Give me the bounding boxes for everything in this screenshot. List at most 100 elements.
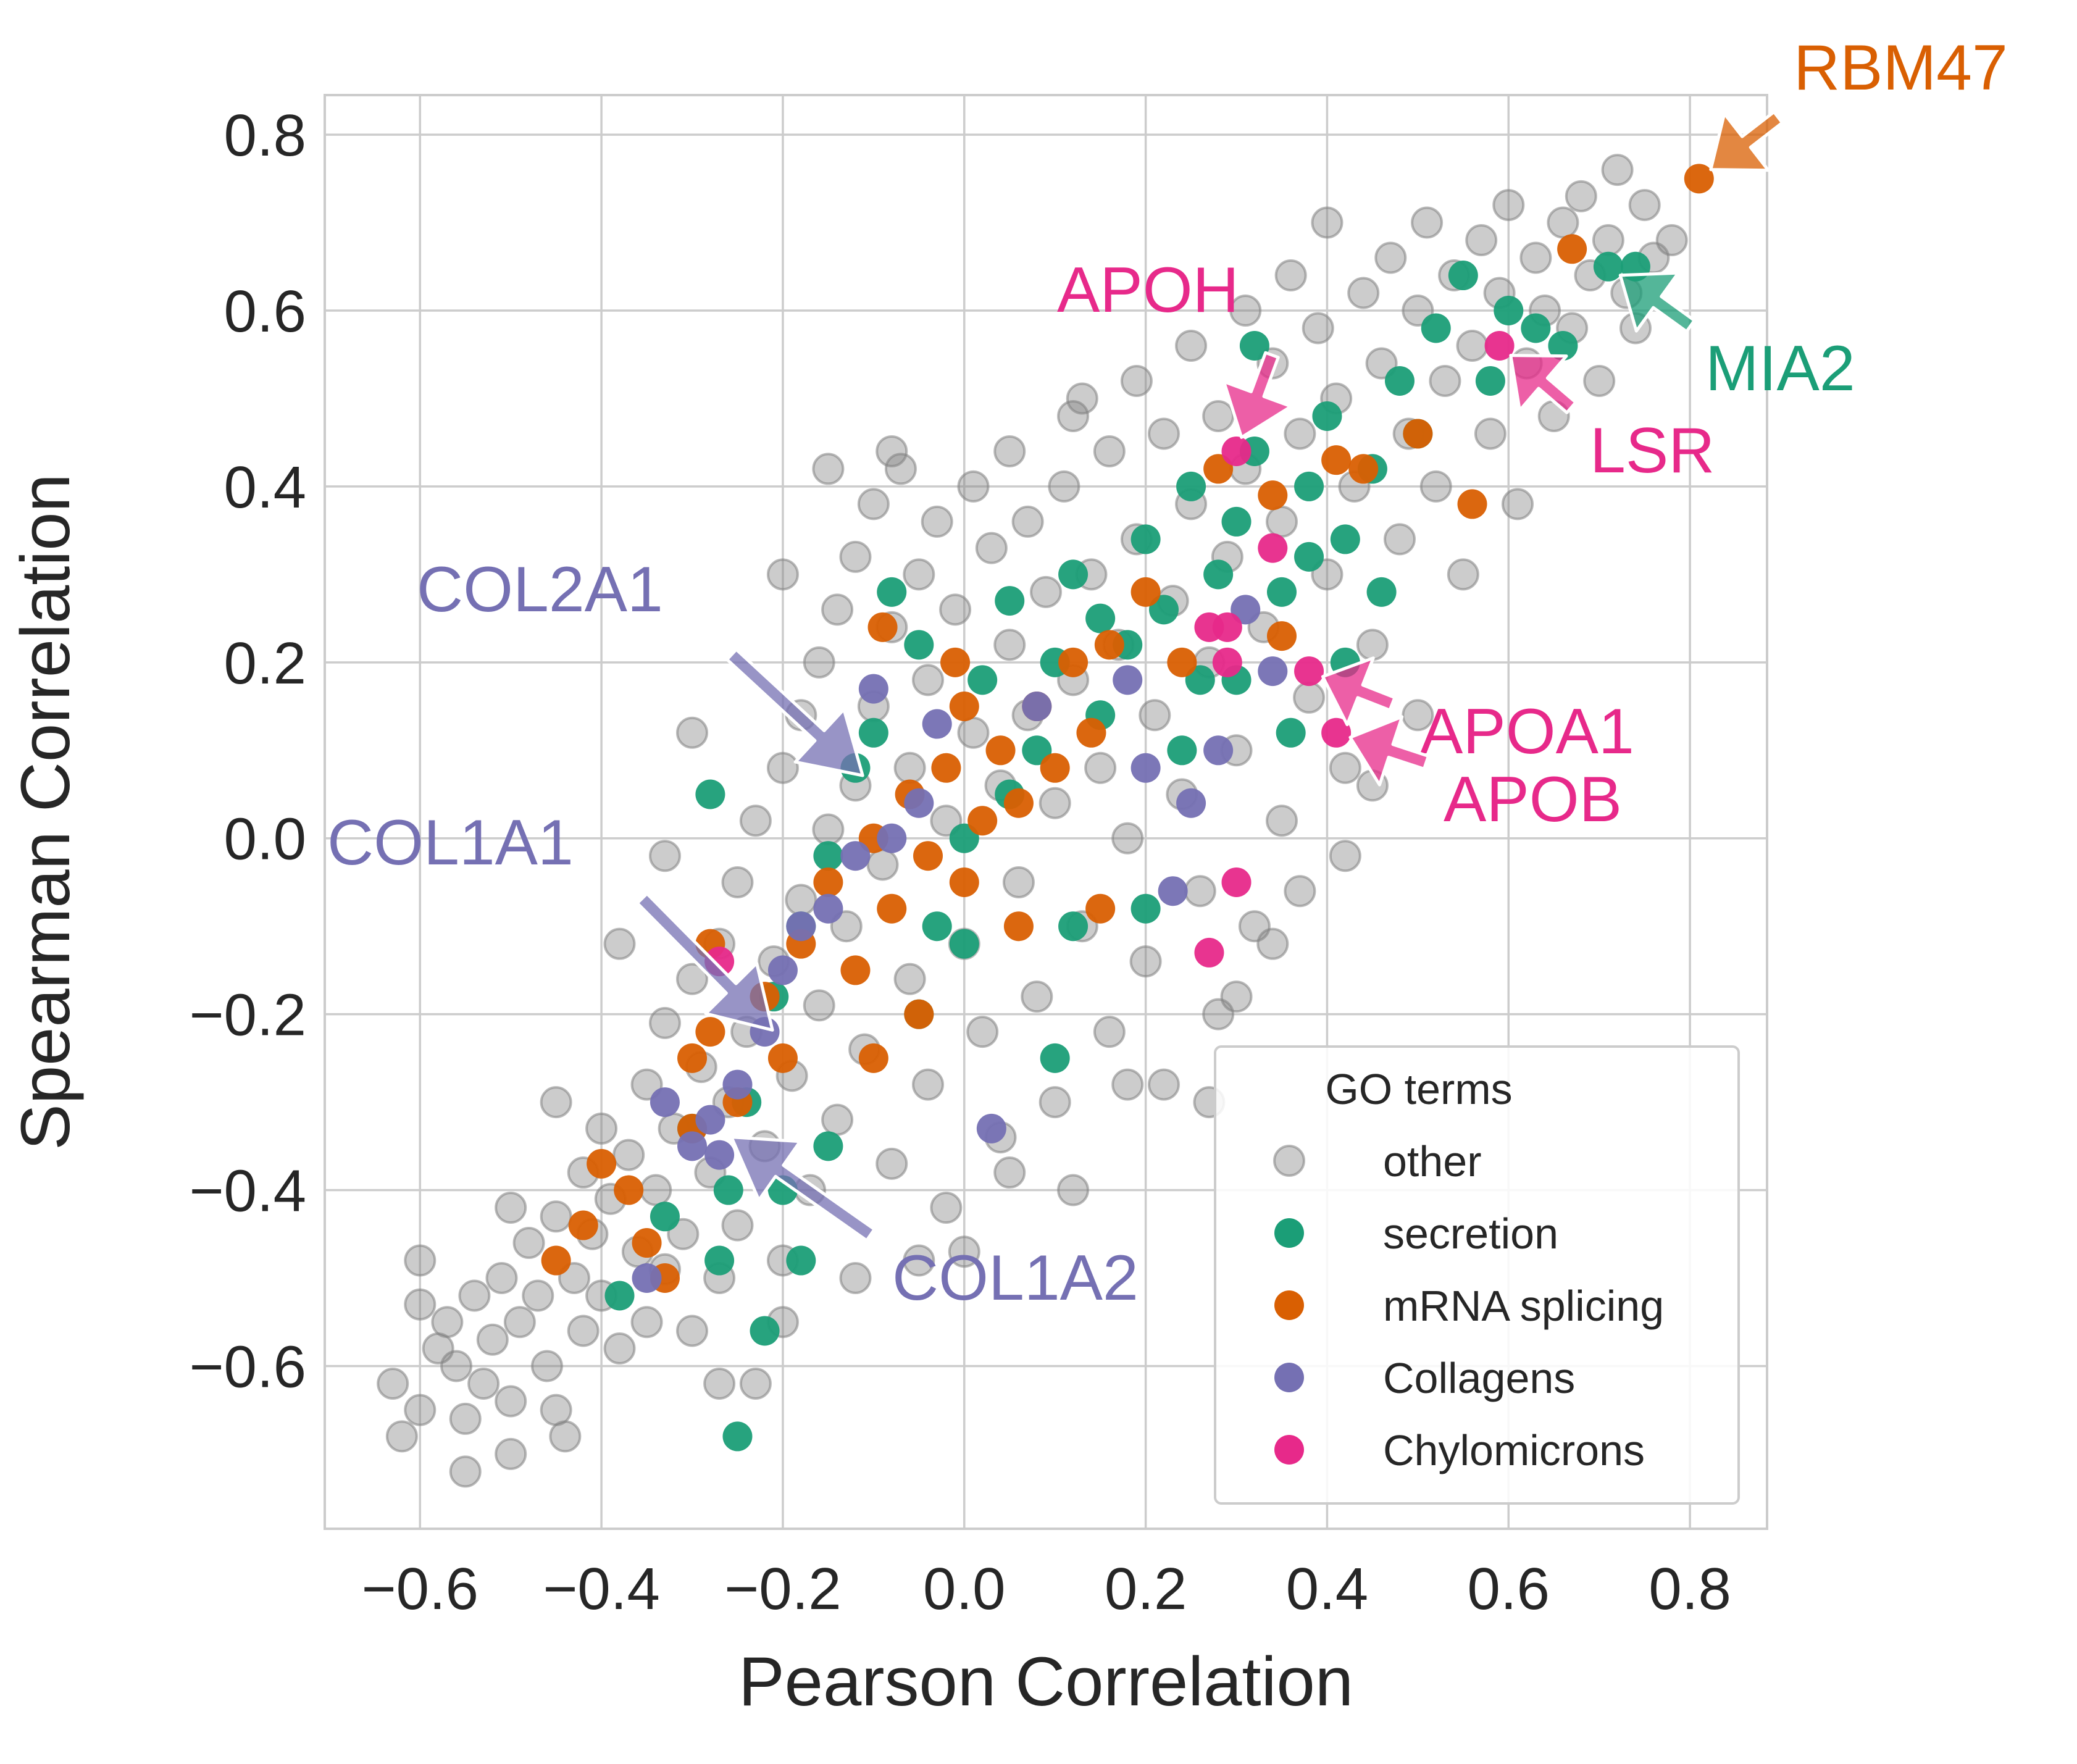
other-point bbox=[603, 927, 636, 960]
apoa1-arrow bbox=[1321, 656, 1397, 727]
legend-marker-chylomicrons bbox=[1274, 1435, 1304, 1465]
mrna-splicing-point bbox=[1003, 788, 1034, 818]
secretion-point bbox=[813, 1131, 843, 1161]
secretion-point bbox=[1085, 603, 1116, 633]
lsr-arrow bbox=[1509, 354, 1578, 414]
other-point bbox=[1139, 699, 1171, 732]
mrna-splicing-point bbox=[568, 1210, 598, 1240]
collagens-point bbox=[813, 893, 843, 924]
legend-entry-mrna-splicing: mRNA splicing bbox=[1274, 1282, 1664, 1330]
legend-entry-chylomicrons: Chylomicrons bbox=[1274, 1426, 1645, 1474]
y-tick-label: −0.4 bbox=[189, 1158, 306, 1224]
mrna-splicing-point bbox=[1076, 717, 1106, 748]
collagens-point bbox=[767, 955, 798, 985]
x-tick-label: 0.2 bbox=[1105, 1556, 1187, 1622]
annotation-lsr: LSR bbox=[1509, 354, 1715, 487]
collagens-point bbox=[1176, 788, 1206, 818]
other-point bbox=[404, 1394, 437, 1426]
collagens-point bbox=[922, 709, 952, 739]
x-axis-title: Pearson Correlation bbox=[738, 1643, 1353, 1720]
secretion-point bbox=[1448, 261, 1478, 291]
other-point bbox=[1474, 417, 1507, 450]
other-point bbox=[1256, 927, 1289, 960]
other-point bbox=[476, 1323, 509, 1356]
secretion-point bbox=[1276, 717, 1306, 748]
secretion-point bbox=[1475, 366, 1505, 396]
y-tick-label: 0.4 bbox=[224, 454, 306, 520]
chylomicrons-point bbox=[1212, 612, 1242, 642]
secretion-point bbox=[1494, 296, 1524, 326]
legend-marker-collagens bbox=[1274, 1363, 1304, 1392]
mrna-splicing-point bbox=[1085, 893, 1116, 924]
legend-entries: other secretion mRNA splicing Collagens Chyl… bbox=[1273, 1137, 1664, 1474]
other-point bbox=[1356, 629, 1389, 661]
mrna-splicing-point bbox=[813, 867, 843, 897]
other-point bbox=[377, 1367, 409, 1400]
other-point bbox=[603, 1332, 636, 1365]
secretion-point bbox=[1058, 911, 1089, 942]
mia2-arrow bbox=[1618, 271, 1696, 333]
other-point bbox=[1011, 505, 1044, 538]
col2a1-label: COL2A1 bbox=[417, 554, 663, 625]
secretion-point bbox=[1221, 506, 1252, 537]
apoa1-label: APOA1 bbox=[1420, 696, 1634, 767]
mrna-splicing-point bbox=[1557, 234, 1587, 264]
other-point bbox=[812, 453, 845, 485]
mrna-splicing-point bbox=[1266, 621, 1297, 651]
other-point bbox=[385, 1420, 418, 1453]
other-point bbox=[1447, 558, 1479, 591]
mrna-splicing-point bbox=[904, 999, 934, 1029]
legend: GO terms other secretion mRNA splicing Coll… bbox=[1214, 1045, 1740, 1505]
mrna-splicing-point bbox=[867, 612, 898, 642]
collagens-point bbox=[1258, 656, 1288, 687]
secretion-point bbox=[650, 1202, 680, 1232]
mrna-splicing-point bbox=[695, 1017, 725, 1047]
mrna-splicing-point bbox=[1321, 445, 1352, 475]
x-tick-label: −0.2 bbox=[724, 1556, 842, 1622]
chylomicrons-point bbox=[1212, 647, 1242, 677]
annotation-col1a1: COL1A1 bbox=[327, 807, 774, 1032]
other-point bbox=[721, 866, 754, 898]
other-point bbox=[404, 1244, 437, 1277]
other-point bbox=[1129, 945, 1162, 978]
other-point bbox=[449, 1455, 482, 1488]
collagens-point bbox=[840, 841, 871, 871]
col1a1-arrow bbox=[635, 892, 774, 1032]
other-point bbox=[540, 1394, 572, 1426]
legend-title: GO terms bbox=[1325, 1065, 1512, 1113]
chylomicrons-point bbox=[1321, 717, 1352, 748]
other-point bbox=[893, 963, 926, 995]
secretion-point bbox=[713, 1175, 743, 1205]
other-point bbox=[957, 716, 990, 749]
other-point bbox=[1374, 241, 1407, 274]
secretion-point bbox=[858, 717, 888, 748]
mrna-splicing-point bbox=[877, 893, 907, 924]
other-point bbox=[903, 558, 935, 591]
other-point bbox=[1002, 866, 1035, 898]
other-point bbox=[993, 435, 1026, 467]
x-tick-label: −0.4 bbox=[543, 1556, 660, 1622]
secretion-point bbox=[1130, 893, 1161, 924]
other-point bbox=[785, 884, 817, 916]
collagens-point bbox=[1113, 665, 1143, 695]
annotation-apoh: APOH bbox=[1057, 254, 1293, 439]
secretion-point bbox=[1266, 577, 1297, 607]
legend-entry-other: other bbox=[1273, 1137, 1482, 1185]
legend-label-chylomicrons: Chylomicrons bbox=[1383, 1426, 1645, 1474]
other-point bbox=[1583, 364, 1616, 397]
mrna-splicing-point bbox=[1058, 647, 1089, 677]
secretion-point bbox=[786, 1245, 816, 1276]
other-point bbox=[1111, 822, 1144, 855]
y-tick-label: 0.6 bbox=[224, 278, 306, 345]
series-secretion bbox=[604, 251, 1650, 1452]
secretion-point bbox=[1384, 366, 1415, 396]
other-point bbox=[1329, 751, 1361, 784]
other-point bbox=[1519, 241, 1552, 274]
x-tick-label: 0.4 bbox=[1286, 1556, 1368, 1622]
mrna-splicing-point bbox=[931, 753, 961, 783]
other-point bbox=[912, 664, 945, 696]
other-point bbox=[495, 1192, 527, 1224]
